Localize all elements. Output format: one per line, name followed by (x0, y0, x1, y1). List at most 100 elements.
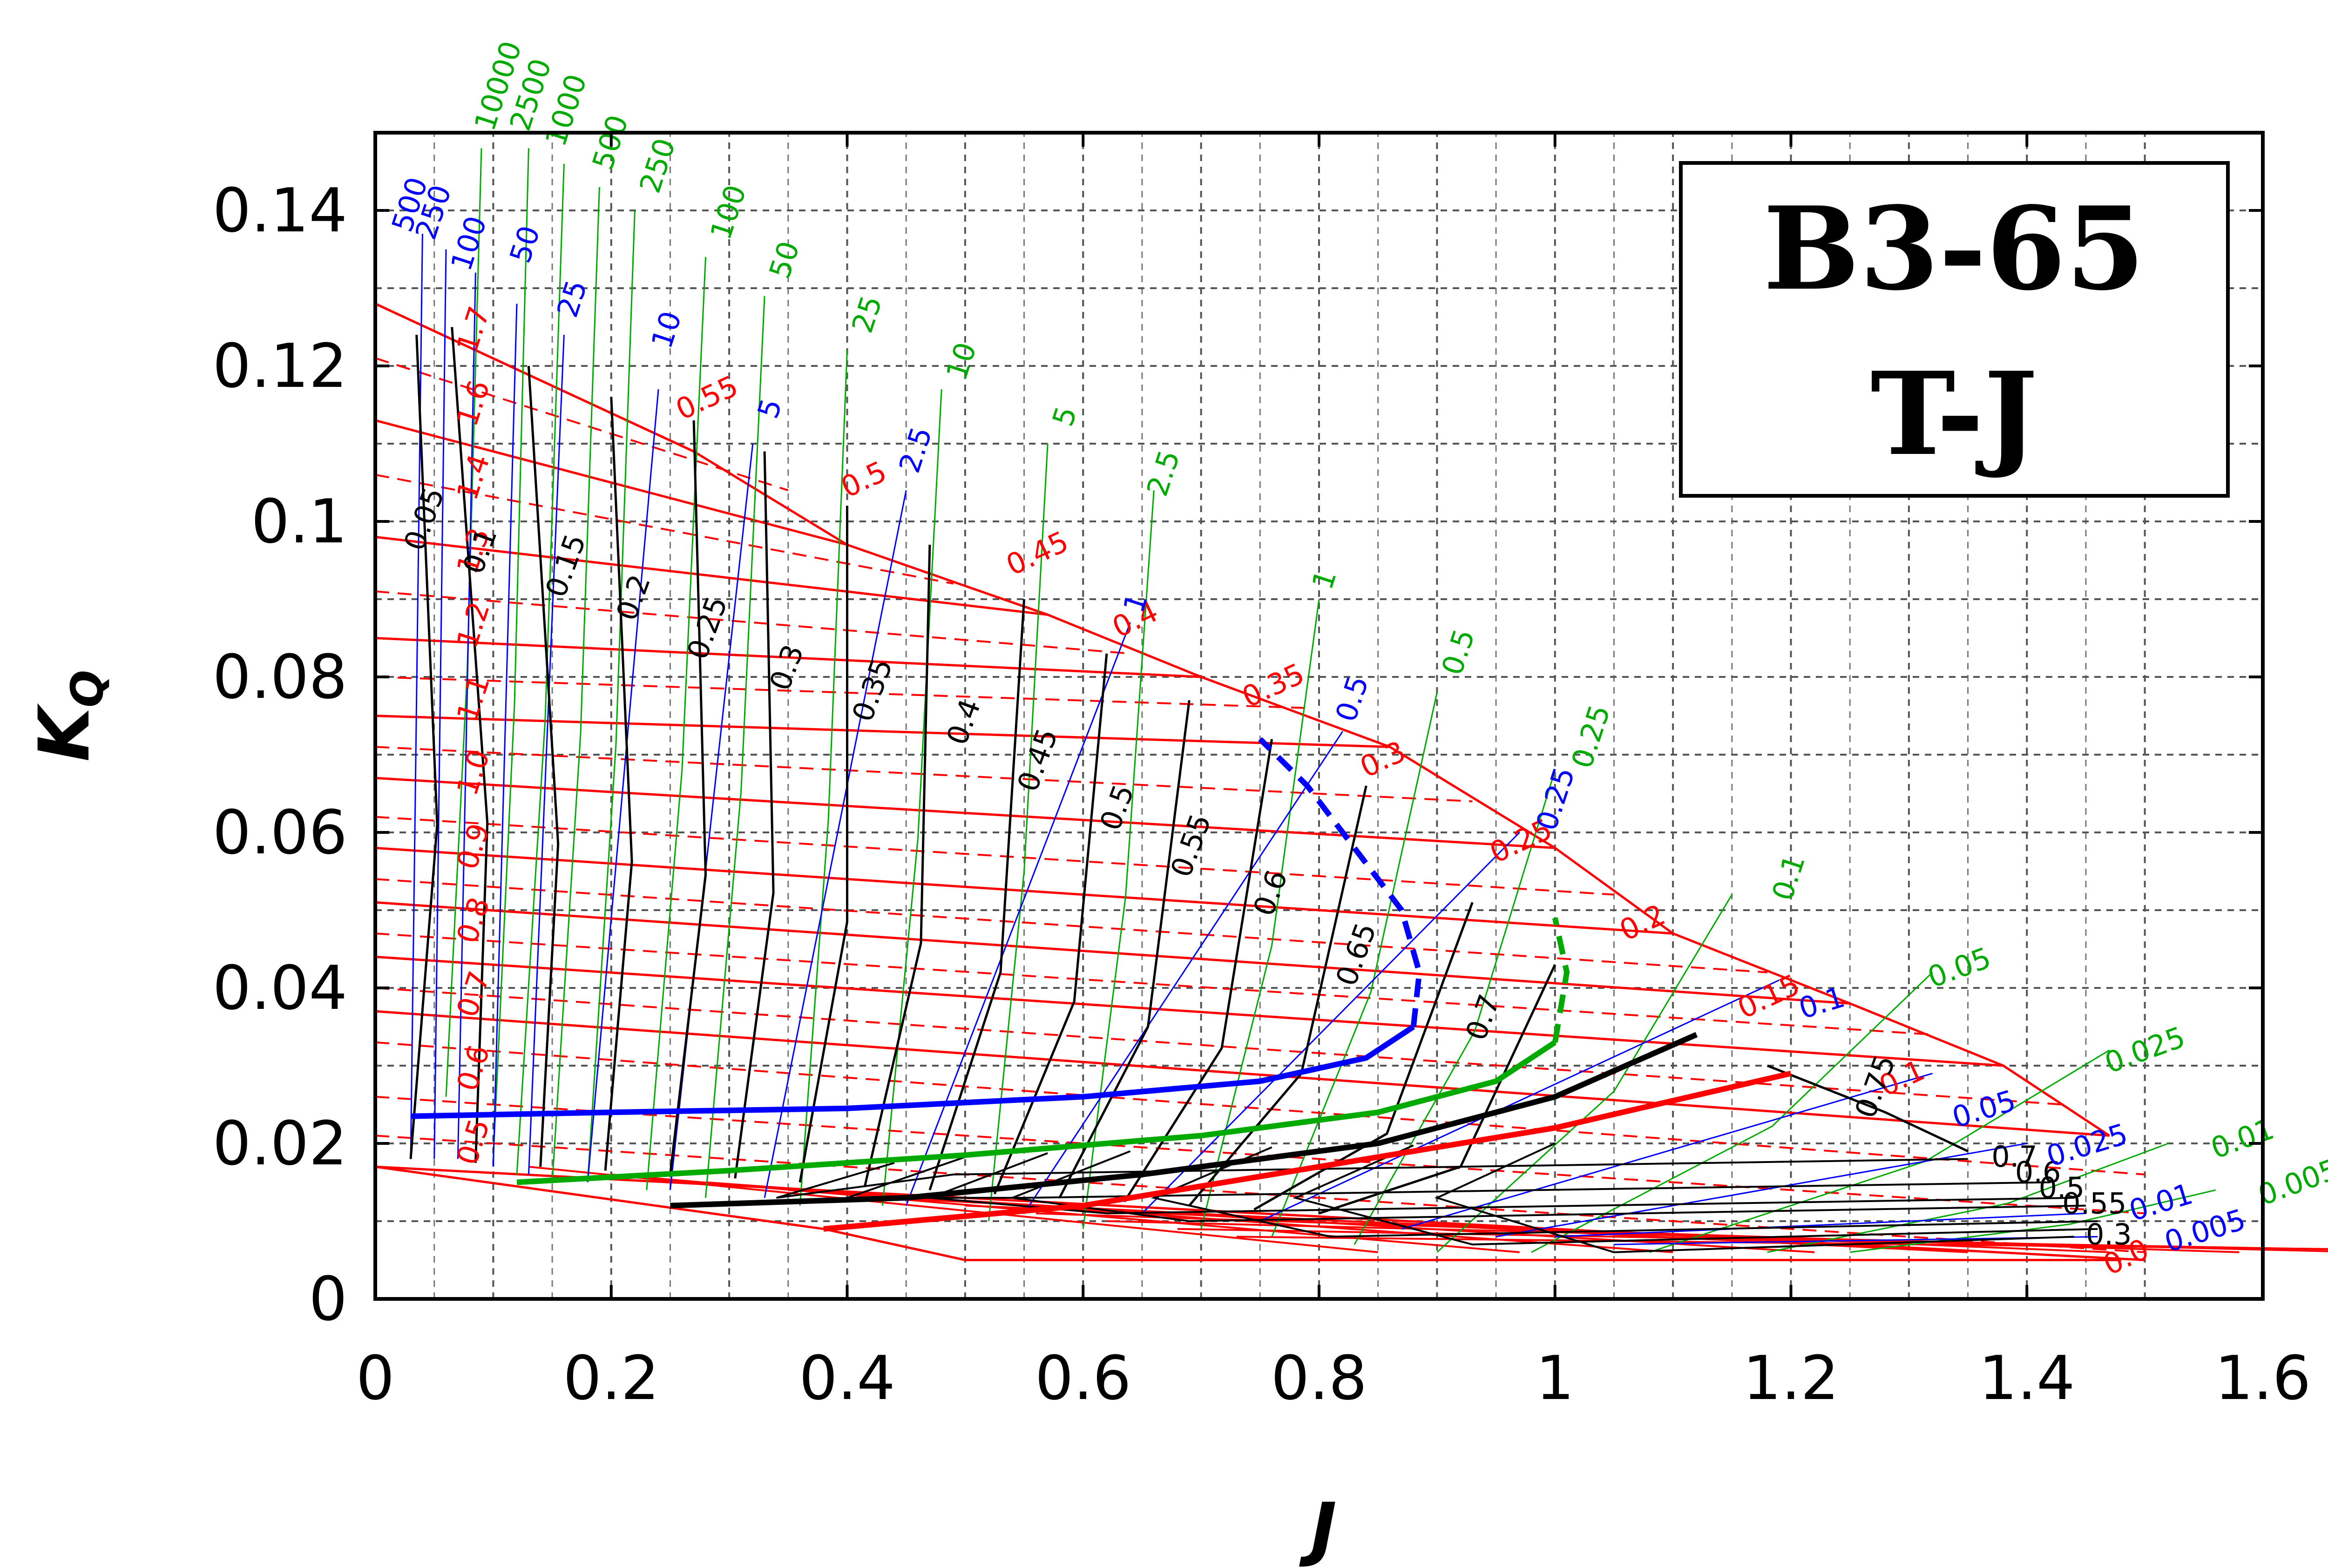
blue-line (1023, 731, 1343, 1214)
red-line-label: 0.35 (1237, 656, 1309, 715)
y-tick-label: 0.06 (213, 797, 347, 868)
blue-line (433, 249, 447, 1159)
eta-line (1123, 739, 1273, 1203)
green-label: 0.1 (1765, 851, 1812, 905)
red-curve-label: 0.6 (450, 1041, 496, 1095)
eta-label: 0.6 (1246, 865, 1294, 920)
red-dashed-line (375, 987, 2063, 1106)
red-envelope (374, 303, 2110, 1137)
green-line (988, 443, 1049, 1222)
green-label: 1 (1305, 566, 1343, 594)
red-curve-label: 1.7 (450, 302, 496, 356)
green-label: 5 (1046, 402, 1084, 430)
green-label: 2.5 (1140, 446, 1186, 500)
bold-curve-green (516, 1040, 1557, 1185)
eta-loop (929, 1152, 2074, 1215)
green-label: 0.005 (2254, 1152, 2328, 1212)
blue-line (1555, 1212, 2086, 1237)
red-sigma-line (1236, 1236, 2328, 1250)
blue-label: 10 (644, 307, 688, 353)
green-label: 0.01 (2206, 1112, 2279, 1166)
eta-loop (776, 1158, 1968, 1199)
green-label: 0.5 (1435, 625, 1482, 679)
red-solid-line (375, 901, 1850, 1005)
blue-label: 2.5 (892, 423, 939, 477)
blue-line (410, 234, 423, 1159)
bold-curves (410, 737, 1792, 1232)
eta-label: 0.35 (846, 654, 900, 726)
blue-line (1141, 831, 1520, 1214)
red-sigma-line (611, 1173, 1520, 1253)
y-axis-title: KQ (24, 670, 113, 762)
eta-line (799, 506, 848, 1183)
eta-line (527, 365, 560, 1167)
y-tick-label: 0.14 (213, 175, 347, 246)
red-line-label: 0.5 (836, 454, 892, 505)
blue-line (905, 622, 1131, 1206)
eta-line (864, 545, 931, 1187)
bold-curve-blue_dashed (1258, 737, 1422, 1027)
x-tick-label: 1 (1536, 1343, 1574, 1413)
x-tick-label: 1.4 (1979, 1343, 2075, 1413)
blue-line (457, 272, 476, 1159)
blue-label: 25 (550, 276, 594, 322)
eta-line (451, 327, 489, 1163)
eta-loop (1150, 1146, 2098, 1238)
green-line (551, 187, 600, 1183)
y-tick-label: 0.12 (213, 331, 347, 401)
eta-loop (1434, 1142, 2074, 1253)
blue-label: 0.1 (1795, 980, 1849, 1026)
red-curve-label: 1.0 (450, 745, 496, 799)
eta-line (928, 599, 1026, 1190)
y-axis-title-sub: Q (62, 670, 113, 708)
blue-line (1259, 979, 1780, 1222)
red-curve-label: 0.7 (450, 967, 496, 1021)
axis-ticks: 0 0.2 0.4 0.6 0.8 1 1.2 1.4 1.6 0 0.02 0.04 0.06 0.08… (213, 133, 2311, 1413)
red-sigma-line (528, 1166, 1378, 1253)
red-line-label: 0.2 (1614, 898, 1670, 948)
green-label: 250 (633, 134, 682, 197)
blue-line (1401, 1073, 1933, 1230)
x-tick-label: 1.2 (1743, 1343, 1839, 1413)
red-solid-line (375, 715, 1390, 748)
green-line (1531, 972, 1933, 1253)
red-dashed-line (375, 878, 1767, 973)
y-tick-label: 0.1 (251, 486, 347, 557)
red-curve-label: 0.9 (450, 819, 496, 873)
eta-line (734, 451, 775, 1179)
green-label: 10 (940, 338, 983, 384)
red-solid-line (375, 777, 1555, 849)
blue-label: 0.25 (1529, 763, 1582, 835)
y-tick-label: 0.08 (213, 642, 347, 712)
y-tick-label: 0.02 (213, 1108, 347, 1179)
green-line (882, 389, 942, 1206)
red-dashed-line (375, 933, 1933, 1036)
red-dashed-line (375, 1135, 2145, 1253)
eta-line (669, 420, 707, 1175)
x-tick-label: 0.6 (1035, 1343, 1131, 1413)
eta-label: 0.65 (1329, 918, 1383, 990)
y-tick-label: 0 (309, 1264, 347, 1334)
green-label: 0.25 (1565, 701, 1617, 772)
red-dashed-line (375, 590, 1130, 655)
y-tick-label: 0.04 (213, 953, 347, 1023)
red-line-label: 0.15 (1732, 967, 1805, 1026)
red-solid-line (375, 1010, 2110, 1137)
eta-label: 0.4 (940, 695, 987, 750)
blue-line (492, 304, 518, 1167)
y-axis-title-main: K (24, 703, 105, 762)
x-tick-label: 1.6 (2215, 1343, 2311, 1413)
red-line-label: 0.55 (670, 369, 743, 427)
green-label: 50 (763, 237, 806, 283)
title-box-frame (1679, 161, 2230, 498)
green-line (1436, 894, 1733, 1253)
eta-label: 0.7 (1459, 990, 1506, 1045)
eta-tail-label: 0.55 (2062, 1186, 2126, 1220)
x-tick-label: 0.2 (563, 1343, 659, 1413)
title-box: B3-65 T-J (1679, 161, 2230, 498)
red-dashed-line (375, 1041, 2145, 1176)
red-solid-line (375, 419, 848, 546)
chart-subtitle: T-J (1870, 347, 2037, 481)
green-label: 25 (845, 291, 889, 337)
